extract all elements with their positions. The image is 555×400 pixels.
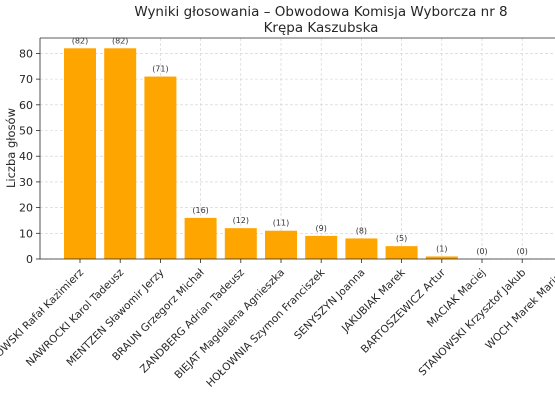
data-label: (1) (436, 244, 447, 253)
bar (265, 230, 297, 259)
y-tick-label: 80 (19, 47, 33, 60)
bar (425, 256, 458, 259)
axes (39, 37, 555, 260)
y-tick-label: 70 (19, 73, 33, 86)
data-label: (12) (233, 216, 249, 225)
chart-subtitle: Krępa Kaszubska (264, 20, 379, 36)
bar (104, 48, 137, 259)
data-labels: (82) (82) (71) (16) (12) (11) (9) (8) (5) (1) (0) (… (72, 36, 528, 256)
bar (385, 246, 418, 259)
data-label: (82) (72, 36, 88, 45)
data-label: (16) (192, 206, 208, 215)
y-tick-label: 30 (19, 176, 33, 189)
y-tick-label: 60 (19, 99, 33, 112)
data-label: (0) (517, 247, 528, 256)
y-tick-label: 0 (26, 253, 33, 266)
y-tick-label: 50 (19, 125, 33, 138)
y-axis-ticks: 0 10 20 30 40 50 60 70 80 (19, 47, 40, 266)
y-axis-label: Liczba głosów (4, 108, 18, 188)
data-label: (9) (316, 224, 327, 233)
chart-title: Wyniki głosowania – Obwodowa Komisja Wyb… (134, 4, 507, 20)
y-tick-label: 20 (19, 202, 33, 215)
bar (345, 238, 378, 259)
y-tick-label: 40 (19, 150, 33, 163)
data-label: (11) (273, 219, 289, 228)
y-tick-label: 10 (19, 227, 33, 240)
data-label: (82) (112, 36, 128, 45)
bar (144, 76, 177, 259)
bars (64, 48, 458, 259)
bar (224, 228, 257, 259)
data-label: (71) (152, 65, 168, 74)
data-label: (0) (476, 247, 487, 256)
data-label: (8) (356, 226, 367, 235)
x-tick-label: SENYSZYN Joanna (292, 267, 367, 342)
bar (305, 235, 338, 259)
data-label: (5) (396, 234, 407, 243)
bar (184, 217, 217, 259)
bar (64, 48, 96, 259)
